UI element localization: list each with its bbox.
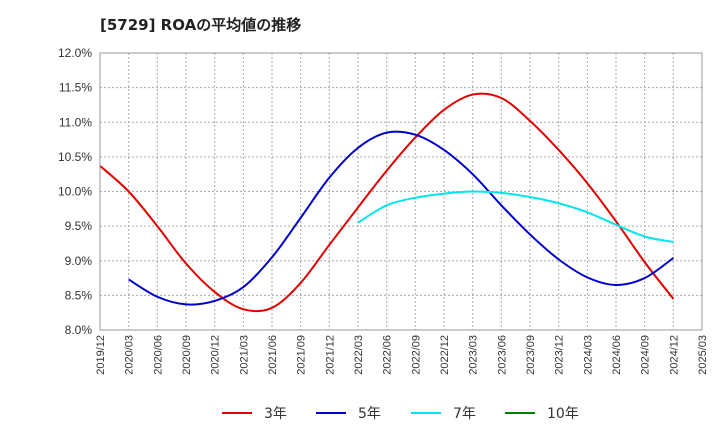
x-tick-label: 2024/12 xyxy=(668,335,680,375)
x-tick-label: 2021/03 xyxy=(238,335,250,375)
y-tick-label: 8.0% xyxy=(65,323,93,337)
x-axis-ticks: 2019/12 2020/03 2020/06 2020/09 2020/12 2021/… xyxy=(95,335,709,375)
y-tick-label: 12.0% xyxy=(58,46,92,60)
legend-label-1: 5年 xyxy=(358,406,381,422)
x-tick-label: 2022/09 xyxy=(410,335,422,375)
x-tick-label: 2021/12 xyxy=(324,335,336,375)
series-line-2 xyxy=(357,190,674,244)
y-tick-label: 9.0% xyxy=(65,254,93,268)
x-tick-label: 2023/12 xyxy=(554,335,566,375)
grid xyxy=(99,52,703,331)
x-tick-label: 2020/03 xyxy=(124,335,136,375)
x-tick-label: 2023/06 xyxy=(496,335,508,375)
x-tick-label: 2025/03 xyxy=(697,335,709,375)
x-tick-label: 2019/12 xyxy=(95,335,107,375)
x-tick-label: 2024/03 xyxy=(582,335,594,375)
x-tick-label: 2020/06 xyxy=(152,335,164,375)
x-tick-label: 2023/03 xyxy=(468,335,480,375)
y-tick-label: 10.0% xyxy=(58,185,92,199)
series-lines xyxy=(99,92,675,313)
x-tick-label: 2024/09 xyxy=(640,335,652,375)
legend: 3年 5年 7年 10年 xyxy=(222,406,579,422)
legend-label-0: 3年 xyxy=(264,406,287,422)
legend-label-3: 10年 xyxy=(547,406,579,422)
legend-label-2: 7年 xyxy=(453,406,476,422)
y-axis-ticks: 12.0% 11.5% 11.0% 10.5% 10.0% 9.5% 9.0% 8.5% 8.0… xyxy=(58,46,92,337)
plot-frame xyxy=(99,52,703,331)
x-tick-label: 2022/06 xyxy=(382,335,394,375)
y-tick-label: 11.0% xyxy=(59,115,92,129)
series-line-0 xyxy=(99,92,675,313)
y-tick-label: 8.5% xyxy=(65,288,93,302)
x-tick-label: 2021/09 xyxy=(296,335,308,375)
x-tick-label: 2021/06 xyxy=(267,335,279,375)
x-tick-label: 2023/09 xyxy=(525,335,537,375)
y-tick-label: 11.5% xyxy=(59,81,92,95)
x-tick-label: 2022/12 xyxy=(439,335,451,375)
y-tick-label: 10.5% xyxy=(58,150,92,164)
x-tick-label: 2022/03 xyxy=(353,335,365,375)
x-tick-label: 2020/09 xyxy=(181,335,193,375)
x-tick-label: 2020/12 xyxy=(210,335,222,375)
x-tick-label: 2024/06 xyxy=(611,335,623,375)
y-tick-label: 9.5% xyxy=(65,219,93,233)
chart-title: [5729] ROAの平均値の推移 xyxy=(100,16,301,34)
series-line-1 xyxy=(128,130,674,306)
